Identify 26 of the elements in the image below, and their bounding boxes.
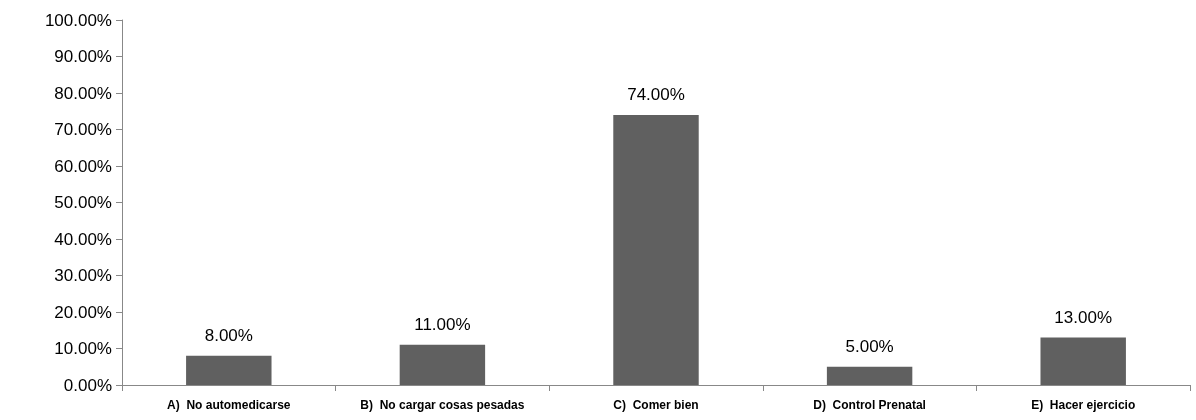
y-tick-label: 50.00% [54, 193, 112, 212]
y-tick-label: 70.00% [54, 120, 112, 139]
y-tick-label: 20.00% [54, 302, 112, 322]
bar [399, 344, 486, 385]
x-tick-label: E) Hacer ejercicio [1031, 398, 1136, 412]
y-tick-label: 10.00% [54, 339, 112, 358]
y-tick-label: 90.00% [54, 47, 112, 66]
data-label: 74.00% [627, 84, 685, 104]
y-tick-label: 100.00% [44, 10, 112, 30]
y-tick-label: 80.00% [54, 83, 112, 103]
data-label: 13.00% [1054, 307, 1113, 327]
y-tick-label: 40.00% [54, 229, 112, 249]
bar [1040, 337, 1126, 385]
x-tick-label: C) Comer bien [613, 398, 699, 412]
x-tick-label: D) Control Prenatal [813, 398, 926, 412]
data-label: 8.00% [204, 325, 253, 345]
data-label: 5.00% [845, 336, 894, 356]
x-tick-label: A) No automedicarse [167, 398, 291, 412]
y-tick-label: 30.00% [54, 266, 112, 285]
bar [826, 366, 913, 385]
bar [613, 114, 699, 385]
y-tick-label: 0.00% [63, 375, 112, 395]
x-tick-label: B) No cargar cosas pesadas [360, 398, 525, 412]
y-tick-label: 60.00% [54, 156, 112, 176]
bar [186, 355, 272, 385]
data-label: 11.00% [414, 314, 471, 334]
